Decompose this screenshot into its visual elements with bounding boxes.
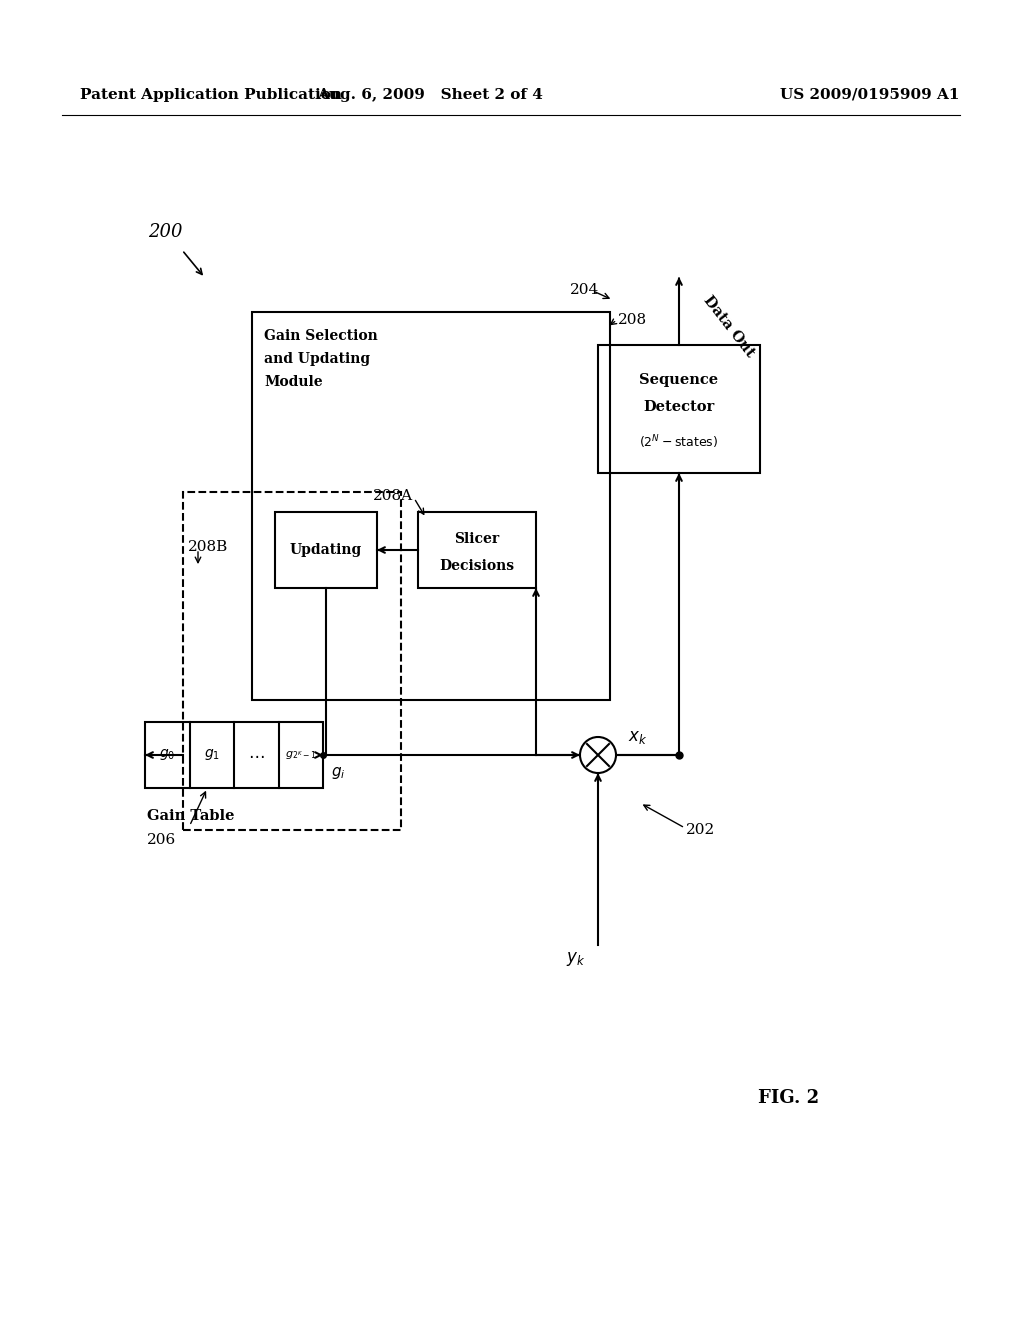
Text: Gain Selection: Gain Selection xyxy=(264,329,378,343)
Text: Aug. 6, 2009   Sheet 2 of 4: Aug. 6, 2009 Sheet 2 of 4 xyxy=(317,88,543,102)
Text: $y_k$: $y_k$ xyxy=(566,950,586,968)
Circle shape xyxy=(580,737,616,774)
Text: $x_k$: $x_k$ xyxy=(628,729,647,746)
Text: 200: 200 xyxy=(148,223,182,242)
Text: 206: 206 xyxy=(147,833,176,847)
Text: FIG. 2: FIG. 2 xyxy=(758,1089,819,1107)
Text: 208: 208 xyxy=(618,313,647,327)
Bar xyxy=(598,345,760,473)
Text: $g_0$: $g_0$ xyxy=(159,747,175,763)
Text: $g_1$: $g_1$ xyxy=(204,747,220,763)
Bar xyxy=(275,512,377,587)
Text: Module: Module xyxy=(264,375,323,389)
Text: Patent Application Publication: Patent Application Publication xyxy=(80,88,342,102)
Text: $(2^N - \mathrm{states})$: $(2^N - \mathrm{states})$ xyxy=(639,433,719,451)
Text: Sequence: Sequence xyxy=(639,374,719,387)
Text: Slicer: Slicer xyxy=(455,532,500,546)
Text: Decisions: Decisions xyxy=(439,558,515,573)
Text: Gain Table: Gain Table xyxy=(147,809,234,822)
Text: $\cdots$: $\cdots$ xyxy=(248,747,264,763)
Text: 208A: 208A xyxy=(373,488,413,503)
Text: 208B: 208B xyxy=(188,540,228,554)
Bar xyxy=(145,722,323,788)
Text: Data Out: Data Out xyxy=(701,293,758,360)
Text: Updating: Updating xyxy=(290,543,362,557)
Bar xyxy=(252,312,610,700)
Text: $g_{2^K-1}$: $g_{2^K-1}$ xyxy=(285,748,316,762)
Text: 202: 202 xyxy=(686,822,715,837)
Text: and Updating: and Updating xyxy=(264,352,370,366)
Bar xyxy=(418,512,536,587)
Text: $g_i$: $g_i$ xyxy=(331,766,345,781)
Bar xyxy=(183,492,401,830)
Text: 204: 204 xyxy=(570,282,599,297)
Text: US 2009/0195909 A1: US 2009/0195909 A1 xyxy=(780,88,959,102)
Text: Detector: Detector xyxy=(643,400,715,414)
